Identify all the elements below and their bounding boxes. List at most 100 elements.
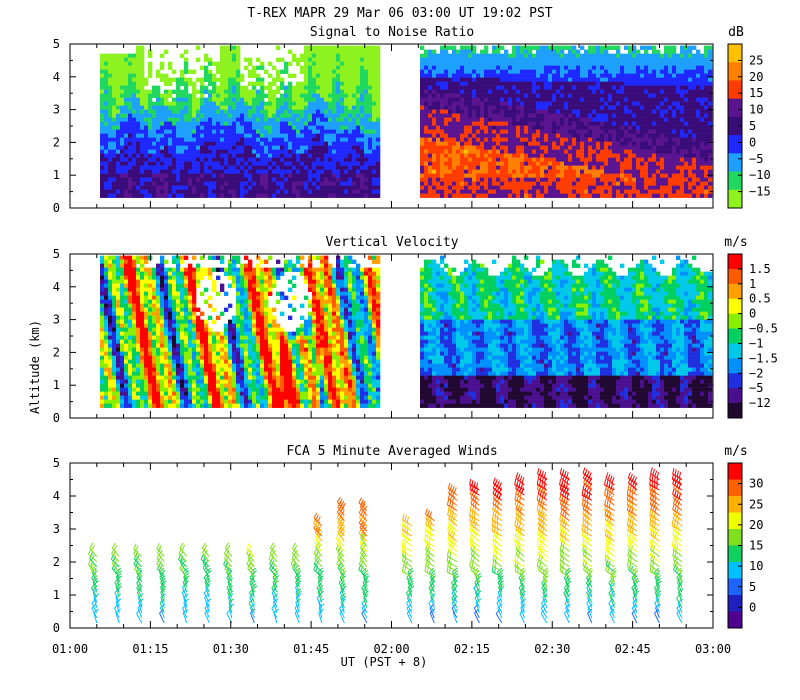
heatmap-cell [428,61,433,66]
heatmap-cell [632,121,637,126]
heatmap-cell [496,65,501,70]
heatmap-cell [600,185,605,190]
heatmap-cell [472,49,477,54]
heatmap-cell [176,189,181,194]
heatmap-cell [200,181,205,186]
heatmap-cell [576,185,581,190]
heatmap-cell [520,177,525,182]
heatmap-cell [448,189,453,194]
heatmap-cell [224,181,229,186]
heatmap-cell [660,113,665,118]
heatmap-cell [144,81,149,86]
heatmap-cell [176,93,181,98]
heatmap-cell [688,101,693,106]
heatmap-cell [192,169,197,174]
heatmap-cell [220,149,225,154]
heatmap-cell [224,97,229,102]
heatmap-cell [236,185,241,190]
heatmap-cell [516,137,521,142]
heatmap-cell [636,181,641,186]
heatmap-cell [484,45,489,50]
heatmap-cell [124,161,129,166]
heatmap-cell [112,85,117,90]
heatmap-cell [116,61,121,66]
heatmap-cell [624,105,629,110]
heatmap-cell [280,97,285,102]
heatmap-cell [456,173,461,178]
heatmap-cell [340,61,345,66]
heatmap-cell [196,165,201,170]
heatmap-cell [328,57,333,62]
heatmap-cell [176,89,181,94]
heatmap-cell [152,133,157,138]
heatmap-cell [228,125,233,130]
heatmap-cell [492,129,497,134]
heatmap-cell [228,177,233,182]
heatmap-cell [604,89,609,94]
heatmap-cell [444,125,449,130]
heatmap-cell [420,45,425,50]
heatmap-cell [564,173,569,178]
heatmap-cell [656,105,661,110]
heatmap-cell [108,189,113,194]
heatmap-cell [236,173,241,178]
heatmap-cell [164,189,169,194]
heatmap-cell [552,193,557,198]
heatmap-cell [524,189,529,194]
heatmap-cell [236,121,241,126]
heatmap-cell [140,157,145,162]
heatmap-cell [168,93,173,98]
heatmap-cell [248,137,253,142]
heatmap-cell [548,53,553,58]
heatmap-cell [572,57,577,62]
heatmap-cell [128,89,133,94]
heatmap-cell [548,181,553,186]
heatmap-cell [636,61,641,66]
heatmap-cell [248,141,253,146]
heatmap-cell [264,125,269,130]
heatmap-cell [440,185,445,190]
heatmap-cell [444,97,449,102]
heatmap-cell [440,45,445,50]
heatmap-cell [260,185,265,190]
heatmap-cell [452,97,457,102]
heatmap-cell [256,137,261,142]
heatmap-cell [448,125,453,130]
heatmap-cell [168,185,173,190]
heatmap-cell [268,125,273,130]
heatmap-cell [104,89,109,94]
heatmap-cell [368,145,373,150]
heatmap-cell [324,185,329,190]
heatmap-cell [680,153,685,158]
heatmap-cell [248,177,253,182]
heatmap-cell [588,69,593,74]
heatmap-cell [652,61,657,66]
heatmap-cell [520,173,525,178]
heatmap-cell [680,93,685,98]
heatmap-cell [560,173,565,178]
heatmap-cell [480,117,485,122]
heatmap-cell [648,61,653,66]
heatmap-cell [128,105,133,110]
heatmap-cell [240,121,245,126]
heatmap-cell [116,89,121,94]
heatmap-cell [320,53,325,58]
heatmap-cell [504,149,509,154]
heatmap-cell [616,153,621,158]
heatmap-cell [236,89,241,94]
heatmap-cell [372,189,377,194]
heatmap-cell [644,177,649,182]
heatmap-cell [604,185,609,190]
heatmap-cell [300,101,305,106]
heatmap-cell [476,177,481,182]
heatmap-cell [436,97,441,102]
heatmap-cell [224,145,229,150]
heatmap-cell [692,105,697,110]
heatmap-cell [112,61,117,66]
heatmap-cell [500,145,505,150]
heatmap-cell [344,109,349,114]
heatmap-cell [520,133,525,138]
heatmap-cell [212,141,217,146]
heatmap-cell [176,193,181,198]
heatmap-cell [296,141,301,146]
